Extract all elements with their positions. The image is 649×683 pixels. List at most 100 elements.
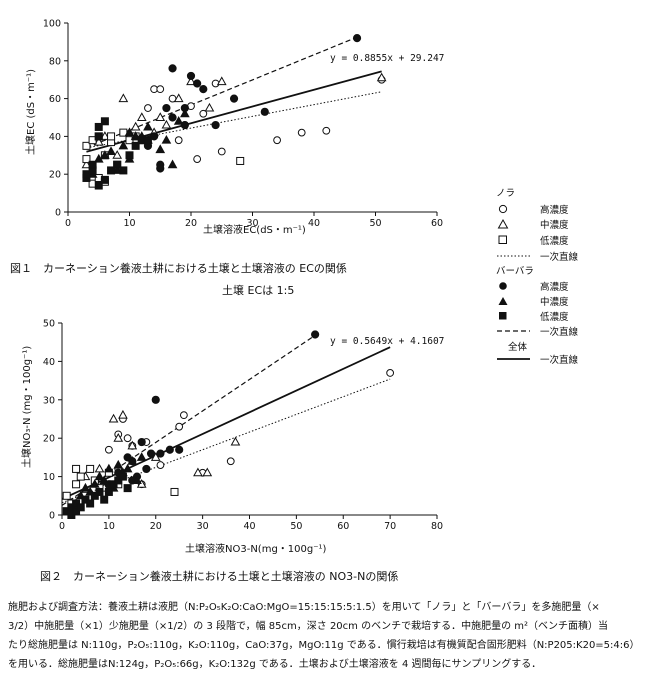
legend-barbara-low: 低濃度 (499, 311, 569, 323)
y-tick-label: 40 (49, 132, 61, 143)
data-point-square-filled (94, 122, 103, 131)
data-point-triangle-open (150, 452, 161, 461)
data-point-square-filled (119, 166, 128, 175)
data-point-triangle-filled (173, 116, 184, 125)
footnote: 施肥および調査方法：養液土耕は液肥（N:P₂O₅K₂O:CaO:MgO=15:1… (8, 598, 643, 674)
footnote-line-1: 施肥および調査方法：養液土耕は液肥（N:P₂O₅K₂O:CaO:MgO=15:1… (8, 602, 600, 613)
data-point-circle-open (123, 434, 132, 443)
y-tick-label: 10 (43, 472, 55, 483)
data-point-triangle-filled (113, 459, 124, 469)
data-point-circle-open (322, 126, 331, 135)
x-tick-label: 0 (59, 521, 65, 532)
x-tick-label: 30 (197, 521, 209, 532)
data-point-square-filled (104, 487, 113, 496)
data-point-triangle-filled (132, 475, 142, 484)
data-point-circle-filled (186, 71, 196, 81)
data-point-triangle-filled (180, 108, 190, 118)
legend-nora-low-label: 低濃度 (540, 235, 569, 247)
data-point-circle-open (273, 136, 282, 145)
legend-barbara-mid-label: 中濃度 (540, 296, 569, 308)
legend-circle-filled-icon (499, 282, 507, 290)
y-tick-label: 80 (49, 56, 61, 67)
data-point-triangle-filled (124, 127, 135, 137)
x-tick-label: 50 (290, 521, 302, 532)
fig1-axes: 0 10 20 30 40 50 60 0 20 40 60 80 100 (43, 19, 443, 230)
data-point-triangle-open (130, 121, 141, 131)
legend-barbara-low-label: 低濃度 (540, 311, 569, 323)
legend-barbara-high-label: 高濃度 (540, 281, 569, 293)
data-point-square-filled (125, 151, 134, 160)
data-point-circle-filled (193, 79, 202, 88)
data-point-circle-filled (146, 449, 156, 458)
legend-nora-low: 低濃度 (498, 235, 569, 247)
data-point-circle-filled (311, 330, 320, 339)
x-tick-label: 40 (308, 218, 320, 229)
data-point-circle-open (297, 128, 306, 137)
data-point-triangle-filled (99, 475, 110, 484)
legend-triangle-open-icon (497, 218, 509, 229)
data-point-triangle-filled (118, 140, 129, 150)
legend-square-filled-icon (499, 312, 507, 320)
footnote-line-4: を用いる．総施肥量はN:124g，P₂O₅:66g，K₂O:132g である．土… (8, 659, 542, 670)
data-point-square-filled (86, 499, 95, 508)
fig2-y-label: 土壌NO₃-N (mg・100g⁻¹) (20, 346, 33, 468)
data-point-circle-open (217, 147, 226, 156)
data-point-circle-filled (352, 34, 362, 43)
data-point-circle-filled (165, 445, 174, 454)
legend-square-open-icon (498, 235, 507, 244)
data-point-square-filled (94, 181, 103, 190)
data-point-triangle-open (127, 440, 138, 450)
x-tick-label: 20 (150, 521, 162, 532)
data-point-triangle-open (173, 93, 184, 103)
data-point-square-filled (100, 175, 109, 184)
data-point-circle-filled (162, 103, 171, 113)
y-tick-label: 50 (43, 319, 55, 330)
fig1-subcaption: 土壌 ECは 1:5 (222, 284, 294, 297)
y-tick-label: 20 (49, 170, 61, 181)
data-point-circle-open (386, 369, 395, 377)
data-point-square-open (72, 464, 81, 473)
data-point-triangle-filled (155, 144, 166, 154)
fig2-caption: 図２ カーネーション養液土耕における土壌と土壌溶液の NO3-Nの関係 (40, 569, 398, 583)
x-tick-label: 80 (431, 521, 443, 532)
data-point-triangle-filled (167, 159, 178, 169)
data-point-triangle-open (204, 102, 215, 112)
data-point-triangle-open (108, 413, 119, 423)
legend-barbara-fit-label: 一次直線 (540, 326, 579, 338)
data-point-triangle-filled (143, 121, 153, 131)
data-point-square-open (82, 155, 91, 164)
footnote-line-2: 3/2）中施肥量（×1）少施肥量（×1/2）の 3 段階で，幅 85cm，深さ … (8, 621, 609, 632)
legend-nora-mid: 中濃度 (497, 218, 569, 231)
data-point-circle-open (199, 109, 208, 118)
data-point-circle-open (175, 422, 184, 431)
y-tick-label: 20 (43, 434, 55, 445)
data-point-triangle-open (216, 76, 227, 86)
x-tick-label: 60 (431, 218, 443, 229)
legend-all-fit-label: 一次直線 (540, 354, 579, 366)
data-point-circle-filled (156, 164, 165, 173)
data-point-triangle-open (193, 467, 203, 477)
fit-line-nora (61, 378, 391, 504)
legend-nora-title: ノラ (496, 188, 515, 199)
data-point-triangle-filled (104, 463, 114, 473)
data-point-square-open (170, 487, 179, 496)
data-point-square-filled (118, 472, 127, 481)
data-point-square-filled (88, 160, 97, 169)
data-point-triangle-open (93, 136, 104, 146)
y-tick-label: 0 (49, 511, 55, 522)
data-point-circle-filled (137, 437, 146, 447)
legend-nora-mid-label: 中濃度 (540, 219, 569, 231)
data-point-square-filled (143, 136, 152, 145)
data-point-square-open (107, 132, 116, 141)
data-point-square-open (236, 156, 245, 165)
data-point-circle-open (156, 461, 165, 469)
y-tick-label: 100 (43, 19, 61, 30)
fig2-axes: 0 10 20 30 40 50 60 70 80 0 10 20 30 40 50 (43, 319, 443, 533)
fig1-equation: y = 0.8855x + 29.247 (330, 53, 444, 64)
data-point-square-filled (100, 117, 109, 126)
fig1-chart: 0 10 20 30 40 50 60 0 20 40 60 80 100 y = 0.8855x + … (10, 19, 444, 298)
data-point-triangle-open (100, 131, 110, 140)
fig2-x-label: 土壌溶液NO3-N(mg・100g⁻¹) (185, 542, 327, 555)
footnote-line-3: たり総施肥量は N:110g，P₂O₅:110g，K₂O:110g，CaO:37… (8, 640, 640, 651)
data-point-triangle-open (155, 112, 166, 121)
